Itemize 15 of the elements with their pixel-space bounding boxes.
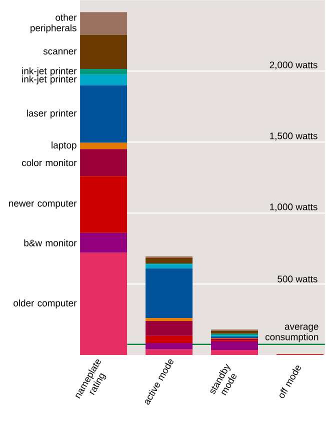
series-label: other peripherals: [30, 14, 77, 34]
series-label: laptop: [52, 142, 77, 150]
series-label: laser printer: [27, 110, 77, 118]
series-label: ink-jet printer: [22, 67, 77, 76]
series-label: newer computer: [9, 200, 77, 209]
series-label: color monitor: [22, 159, 77, 166]
series-label: ink-jet printer: [22, 76, 77, 84]
series-label: b&w monitor: [24, 239, 77, 246]
series-label: scanner: [44, 49, 77, 55]
y-tick-label: 1,500 watts: [270, 132, 318, 140]
y-tick-label: 2,000 watts: [270, 62, 318, 70]
y-tick-label: 500 watts: [278, 276, 318, 282]
series-label: older computer: [14, 299, 77, 308]
ref-line-label: average consumption: [266, 324, 319, 342]
y-tick-label: 1,000 watts: [270, 204, 318, 212]
